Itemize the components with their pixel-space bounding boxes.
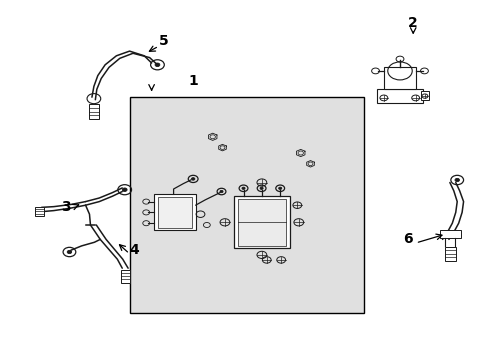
Circle shape — [155, 63, 160, 67]
Text: 1: 1 — [188, 74, 198, 88]
Bar — [439, 230, 460, 238]
Bar — [121, 270, 129, 283]
Bar — [158, 197, 191, 228]
Text: 3: 3 — [61, 200, 71, 214]
Text: 6: 6 — [403, 233, 412, 246]
Circle shape — [454, 178, 459, 182]
Text: 2: 2 — [407, 17, 417, 30]
Bar — [420, 91, 428, 100]
Bar — [383, 67, 415, 89]
Text: 4: 4 — [129, 243, 139, 257]
Circle shape — [67, 250, 72, 254]
Circle shape — [122, 188, 127, 192]
Bar — [237, 199, 285, 246]
Bar — [233, 196, 289, 248]
Circle shape — [242, 187, 244, 189]
Bar — [129, 97, 364, 313]
Bar — [35, 207, 43, 216]
Circle shape — [220, 190, 223, 193]
Bar — [444, 247, 455, 261]
Bar — [154, 194, 195, 230]
Text: 5: 5 — [159, 35, 168, 48]
Bar — [376, 89, 422, 103]
Bar — [89, 104, 99, 119]
Circle shape — [260, 187, 263, 189]
Circle shape — [278, 187, 281, 189]
Circle shape — [191, 177, 194, 180]
